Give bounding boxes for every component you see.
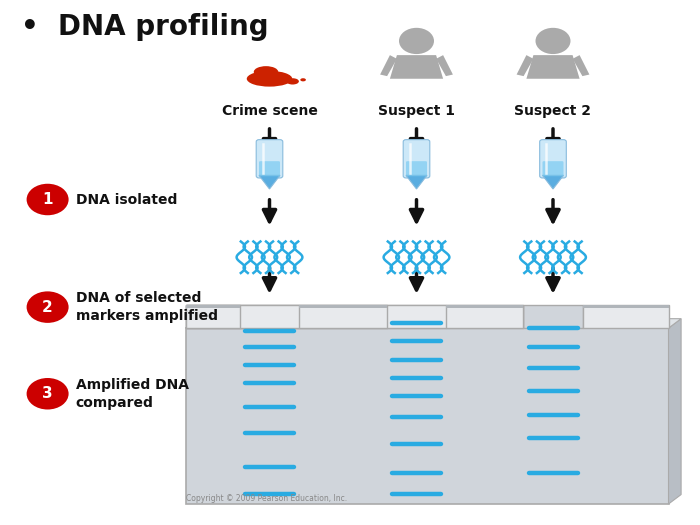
- FancyBboxPatch shape: [300, 304, 386, 308]
- Text: 1: 1: [43, 192, 53, 207]
- Circle shape: [27, 291, 69, 323]
- Polygon shape: [573, 55, 589, 76]
- FancyBboxPatch shape: [447, 304, 524, 308]
- Polygon shape: [526, 55, 580, 79]
- Polygon shape: [668, 319, 681, 504]
- FancyBboxPatch shape: [403, 140, 430, 178]
- Ellipse shape: [246, 71, 293, 87]
- Text: Copyright © 2009 Pearson Education, Inc.: Copyright © 2009 Pearson Education, Inc.: [186, 494, 346, 503]
- FancyBboxPatch shape: [239, 304, 300, 328]
- Circle shape: [27, 378, 69, 410]
- Polygon shape: [390, 55, 443, 79]
- Circle shape: [27, 184, 69, 215]
- FancyBboxPatch shape: [386, 304, 447, 328]
- Polygon shape: [186, 319, 681, 328]
- FancyBboxPatch shape: [582, 304, 668, 328]
- FancyBboxPatch shape: [582, 304, 668, 308]
- Text: 3: 3: [42, 386, 53, 401]
- Text: 2: 2: [42, 300, 53, 314]
- FancyBboxPatch shape: [406, 161, 427, 176]
- Polygon shape: [542, 175, 564, 189]
- Text: Suspect 2: Suspect 2: [514, 104, 592, 118]
- FancyBboxPatch shape: [186, 304, 524, 328]
- FancyBboxPatch shape: [256, 140, 283, 178]
- FancyBboxPatch shape: [186, 328, 668, 504]
- FancyBboxPatch shape: [300, 304, 386, 328]
- FancyBboxPatch shape: [524, 304, 582, 328]
- Text: •  DNA profiling: • DNA profiling: [21, 13, 269, 41]
- FancyBboxPatch shape: [186, 304, 239, 328]
- FancyBboxPatch shape: [186, 304, 239, 328]
- FancyBboxPatch shape: [186, 304, 239, 308]
- Polygon shape: [406, 175, 427, 189]
- Text: Crime scene: Crime scene: [222, 104, 317, 118]
- FancyBboxPatch shape: [186, 304, 386, 328]
- FancyBboxPatch shape: [540, 140, 566, 178]
- Text: DNA isolated: DNA isolated: [76, 193, 177, 206]
- Circle shape: [399, 28, 434, 54]
- Text: Suspect 1: Suspect 1: [378, 104, 455, 118]
- Ellipse shape: [300, 78, 306, 81]
- FancyBboxPatch shape: [259, 161, 280, 176]
- Polygon shape: [259, 175, 280, 189]
- FancyBboxPatch shape: [447, 304, 524, 328]
- Text: Amplified DNA
compared: Amplified DNA compared: [76, 377, 188, 410]
- Ellipse shape: [253, 66, 279, 78]
- Circle shape: [536, 28, 570, 54]
- Text: DNA of selected
markers amplified: DNA of selected markers amplified: [76, 291, 218, 323]
- Polygon shape: [517, 55, 533, 76]
- Ellipse shape: [286, 78, 299, 85]
- Polygon shape: [380, 55, 397, 76]
- Polygon shape: [436, 55, 453, 76]
- FancyBboxPatch shape: [542, 161, 564, 176]
